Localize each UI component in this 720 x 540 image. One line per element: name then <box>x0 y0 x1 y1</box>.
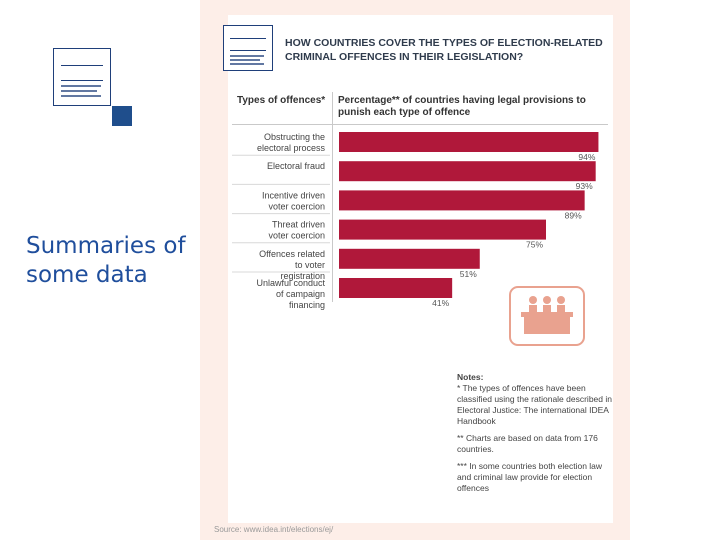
note-2: ** Charts are based on data from 176 cou… <box>457 433 598 454</box>
infographic-idea-logo <box>223 25 273 71</box>
table-header: Types of offences* Percentage** of count… <box>232 94 612 124</box>
infographic-title: HOW COUNTRIES COVER THE TYPES OF ELECTIO… <box>285 37 603 63</box>
category-label: Incentive driven voter coercion <box>262 190 325 211</box>
column-divider <box>332 92 333 302</box>
courtroom-icon <box>509 286 585 346</box>
infographic-card <box>228 15 613 523</box>
notes: Notes: * The types of offences have been… <box>457 372 617 500</box>
category-label: Electoral fraud <box>267 161 325 171</box>
bar <box>339 248 480 269</box>
category-label: Obstructing the electoral process <box>257 132 326 153</box>
note-1: * The types of offences have been classi… <box>457 383 612 426</box>
bar <box>339 161 596 182</box>
bar <box>339 132 599 152</box>
value-label: 41% <box>432 298 449 308</box>
bar <box>339 219 546 240</box>
offence-types-header: Types of offences* <box>237 95 326 106</box>
value-label: 89% <box>565 210 582 220</box>
source-note: Source: www.idea.int/elections/ej/ <box>214 525 334 534</box>
value-label: 51% <box>460 269 477 279</box>
idea-logo <box>53 48 111 106</box>
slide-title: Summaries of some data <box>26 233 186 288</box>
notes-title: Notes: <box>457 372 484 382</box>
percentage-header: Percentage** of countries having legal p… <box>338 95 586 118</box>
category-label: Threat driven voter coercion <box>268 220 325 241</box>
value-label: 94% <box>578 152 595 162</box>
accent-square <box>112 106 132 126</box>
bar <box>339 278 453 298</box>
value-label: 75% <box>526 240 543 250</box>
bar <box>339 190 585 211</box>
value-label: 93% <box>576 181 593 191</box>
category-label: Unlawful conduct of campaign financing <box>256 278 325 310</box>
header-divider <box>232 124 608 125</box>
category-label: Offences related to voter registration <box>259 249 325 281</box>
note-3: *** In some countries both election law … <box>457 461 603 493</box>
